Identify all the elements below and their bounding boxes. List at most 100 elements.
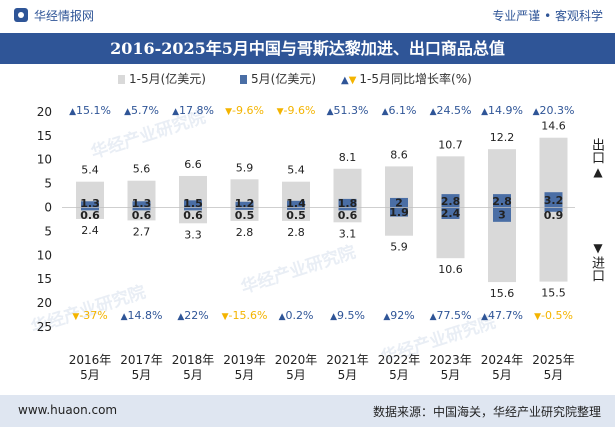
x-category-label: 2023年 5月 xyxy=(429,353,472,382)
import-cumulative-bar xyxy=(179,207,207,224)
footer-source: 数据来源：中国海关，华经产业研究院整理 xyxy=(372,405,601,419)
export-growth-label: ▲6.1% xyxy=(382,104,417,117)
legend-swatch-blue xyxy=(240,75,247,84)
export-cumulative-label: 12.2 xyxy=(490,131,515,144)
x-category-label: 2021年 5月 xyxy=(326,353,369,382)
import-month-bar xyxy=(132,207,151,211)
chart-title: 2016-2025年5月中国与哥斯达黎加进、出口商品总值 xyxy=(110,39,505,58)
export-growth-label: ▲51.3% xyxy=(327,104,369,117)
import-month-label: 3 xyxy=(498,209,506,222)
import-cumulative-label: 10.6 xyxy=(438,263,463,276)
export-growth-label: ▲24.5% xyxy=(430,104,472,117)
y-tick-label: 20 xyxy=(37,105,52,119)
import-month-bar xyxy=(493,207,511,222)
export-growth-label: ▲14.9% xyxy=(481,104,523,117)
brand-name: 华经情报网 xyxy=(34,9,95,23)
import-month-bar xyxy=(287,207,305,210)
export-side-label: 出口 ▲ xyxy=(588,138,608,180)
import-cumulative-label: 2.8 xyxy=(236,226,254,239)
x-category-label: 2018年 5月 xyxy=(172,353,215,382)
export-cumulative-label: 5.9 xyxy=(236,161,254,174)
x-category-label: 2016年 5月 xyxy=(69,353,112,382)
legend-item-cumulative: 1-5月(亿美元) xyxy=(118,70,206,87)
import-cumulative-bar xyxy=(127,207,156,221)
export-growth-label: ▲17.8% xyxy=(172,104,214,117)
title-bar: 2016-2025年5月中国与哥斯达黎加进、出口商品总值 xyxy=(0,33,615,64)
export-cumulative-label: 5.6 xyxy=(133,163,151,176)
export-cumulative-label: 5.4 xyxy=(81,164,99,177)
import-month-label: 0.5 xyxy=(235,209,255,222)
import-cumulative-label: 2.4 xyxy=(81,224,99,237)
watermark-1: 华经产业研究院 xyxy=(238,241,358,298)
import-down-icon: ▼ xyxy=(593,241,603,255)
legend-item-month: 5月(亿美元) xyxy=(240,70,316,87)
export-cumulative-label: 14.6 xyxy=(541,120,566,133)
export-side-text: 出口 xyxy=(589,138,604,164)
import-growth-label: ▲77.5% xyxy=(430,309,472,322)
import-month-bar xyxy=(390,207,408,217)
footer: www.huaon.com 数据来源：中国海关，华经产业研究院整理 xyxy=(0,395,615,427)
y-tick-label: 5 xyxy=(44,177,52,191)
export-month-label: 3.2 xyxy=(544,194,564,207)
footer-website: www.huaon.com xyxy=(18,403,118,417)
brand-logo-icon xyxy=(14,8,28,22)
export-cumulative-label: 10.7 xyxy=(438,138,463,151)
import-cumulative-label: 5.9 xyxy=(390,241,408,254)
export-month-label: 1.3 xyxy=(80,197,100,210)
import-growth-label: ▼-37% xyxy=(72,309,107,322)
legend-item-growth: ▲▼ 1-5月同比增长率(%) xyxy=(341,70,472,87)
export-month-bar xyxy=(441,194,460,208)
import-side-text: 进口 xyxy=(589,256,604,282)
y-tick-label: 15 xyxy=(37,129,52,143)
export-month-label: 1.4 xyxy=(286,197,306,210)
export-month-bar xyxy=(338,198,357,208)
import-month-label: 0.9 xyxy=(544,209,564,222)
export-up-icon: ▲ xyxy=(593,165,603,179)
export-month-label: 2 xyxy=(395,197,403,210)
y-tick-label: 10 xyxy=(37,153,52,167)
export-month-bar xyxy=(81,201,99,208)
import-growth-label: ▲47.7% xyxy=(481,309,523,322)
top-bar: 华经情报网 专业严谨 • 客观科学 xyxy=(0,0,615,30)
import-growth-label: ▲9.5% xyxy=(330,309,365,322)
export-month-label: 1.2 xyxy=(235,197,255,210)
x-category-label: 2020年 5月 xyxy=(275,353,318,382)
import-cumulative-bar xyxy=(333,207,362,223)
x-category-label: 2022年 5月 xyxy=(378,353,421,382)
import-growth-label: ▲14.8% xyxy=(121,309,163,322)
import-month-bar xyxy=(338,207,357,211)
x-category-label: 2019年 5月 xyxy=(223,353,266,382)
import-growth-label: ▼-0.5% xyxy=(534,309,573,322)
import-cumulative-bar xyxy=(539,207,568,282)
import-month-bar xyxy=(544,207,563,212)
y-tick-label: 15 xyxy=(37,272,52,286)
import-month-label: 0.5 xyxy=(286,209,306,222)
legend-swatch-gray xyxy=(118,75,125,84)
y-tick-label: 10 xyxy=(37,248,52,262)
import-month-label: 2.4 xyxy=(441,207,461,220)
export-cumulative-label: 8.1 xyxy=(339,151,357,164)
export-month-label: 1.8 xyxy=(338,197,358,210)
y-tick-label: 0 xyxy=(44,201,52,215)
import-month-bar xyxy=(81,207,99,211)
import-month-label: 0.6 xyxy=(132,209,152,222)
import-growth-label: ▲0.2% xyxy=(279,309,314,322)
import-month-bar xyxy=(184,207,202,211)
legend-label-growth: 1-5月同比增长率(%) xyxy=(359,72,472,86)
import-cumulative-label: 2.7 xyxy=(133,225,151,238)
export-month-label: 1.3 xyxy=(132,197,152,210)
export-growth-label: ▼-9.6% xyxy=(277,104,316,117)
import-growth-label: ▲22% xyxy=(177,309,208,322)
export-month-bar xyxy=(184,200,202,208)
x-category-label: 2017年 5月 xyxy=(120,353,163,382)
import-cumulative-label: 15.5 xyxy=(541,287,566,300)
y-tick-label: 5 xyxy=(44,224,52,238)
legend-label-cumulative: 1-5月(亿美元) xyxy=(129,72,206,86)
export-cumulative-label: 8.6 xyxy=(390,148,408,161)
import-cumulative-label: 3.3 xyxy=(184,228,202,241)
legend-up-arrow-icon: ▲ xyxy=(341,75,349,86)
import-cumulative-label: 2.8 xyxy=(287,226,305,239)
y-tick-label: 20 xyxy=(37,296,52,310)
import-month-label: 0.6 xyxy=(183,209,203,222)
